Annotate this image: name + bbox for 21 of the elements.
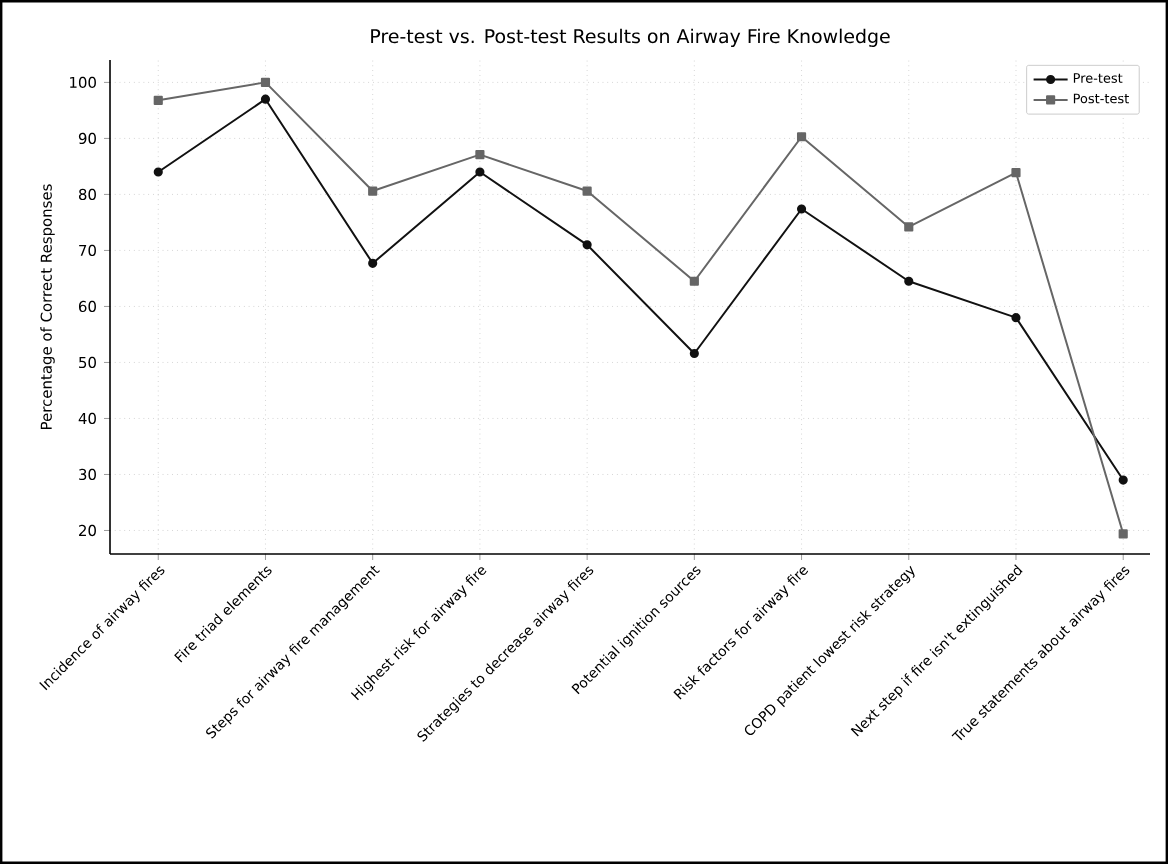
point (260, 94, 271, 104)
point (796, 204, 807, 214)
point (153, 167, 163, 177)
point (260, 77, 271, 87)
point (582, 240, 592, 250)
point (368, 186, 378, 196)
point (796, 132, 807, 142)
point (689, 348, 699, 359)
point (1011, 167, 1021, 178)
point (475, 150, 485, 160)
point (475, 167, 485, 177)
point (1011, 313, 1021, 323)
point (1118, 475, 1128, 485)
point (153, 95, 163, 105)
point (368, 258, 378, 268)
chart-title: Pre-test vs. Post-test Results on Airway Fire Knowledge (371, 28, 890, 47)
point (689, 276, 699, 286)
point (582, 186, 592, 196)
point (1118, 529, 1128, 539)
point (904, 222, 914, 232)
point (904, 276, 914, 286)
